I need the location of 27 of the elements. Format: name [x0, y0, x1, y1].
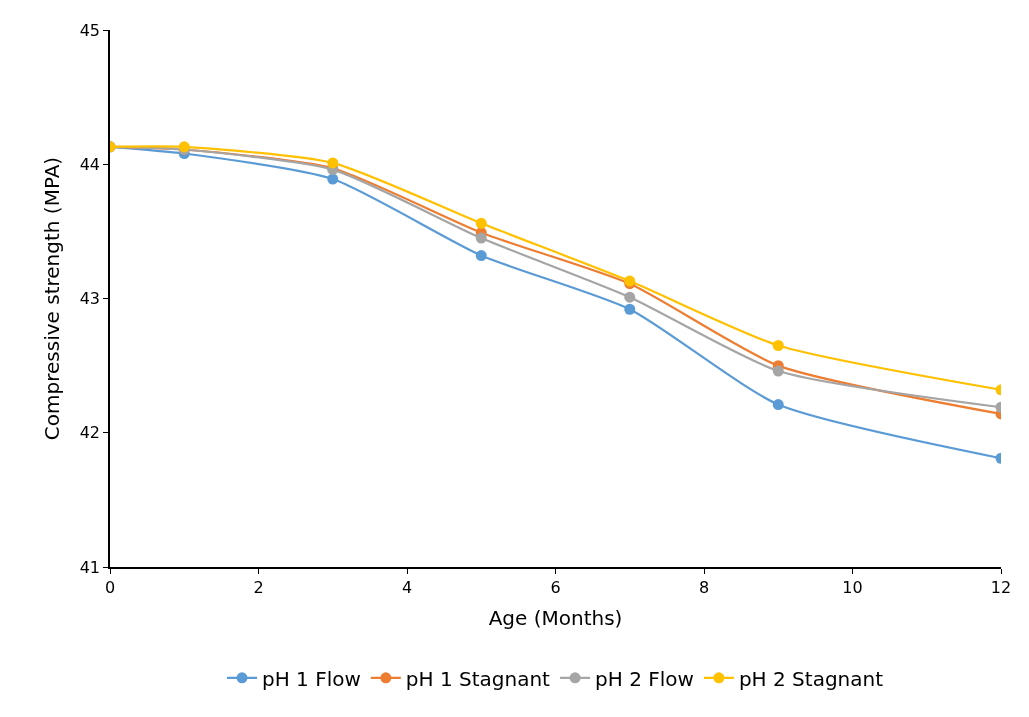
legend-label: pH 1 Stagnant	[405, 666, 551, 691]
point	[475, 217, 487, 229]
x-tick-label: 10	[842, 577, 863, 597]
y-tick-label: 42	[79, 423, 101, 443]
legend-label: pH 2 Flow	[595, 666, 694, 691]
point	[772, 339, 784, 351]
y-tick-label: 41	[79, 557, 101, 577]
x-tick-label: 2	[253, 577, 264, 597]
y-tick-label: 44	[79, 154, 101, 174]
y-tick-label: 43	[79, 289, 101, 309]
y-tick-label: 45	[79, 20, 101, 40]
point	[772, 399, 784, 411]
point	[327, 157, 339, 169]
point	[624, 291, 636, 303]
point	[475, 232, 487, 244]
point	[475, 250, 487, 262]
x-tick-label: 8	[698, 577, 710, 597]
point	[624, 303, 636, 315]
point	[772, 365, 784, 377]
y-axis-title: Compressive strength (MPA)	[39, 156, 64, 441]
legend-label: pH 2 Stagnant	[738, 666, 884, 691]
x-tick-label: 0	[104, 577, 116, 597]
x-axis-title: Age (Months)	[488, 605, 623, 630]
x-tick-label: 4	[401, 577, 413, 597]
legend-label: pH 1 Flow	[262, 666, 361, 691]
x-tick-label: 12	[990, 577, 1012, 597]
x-tick-label: 6	[550, 577, 561, 597]
